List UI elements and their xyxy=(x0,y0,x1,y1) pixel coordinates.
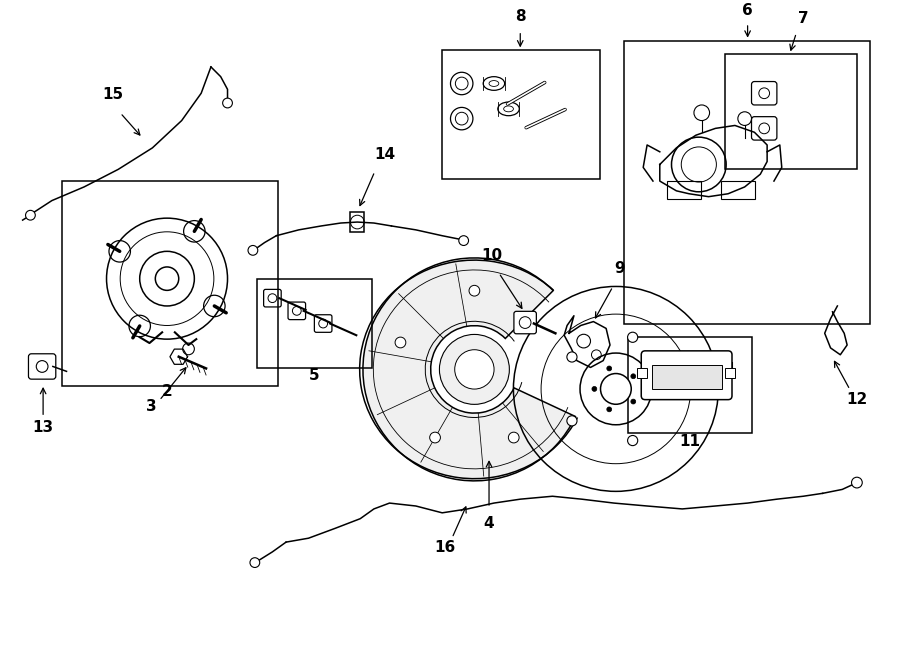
Bar xyxy=(256,279,372,368)
Text: 10: 10 xyxy=(482,248,502,263)
Circle shape xyxy=(429,432,440,443)
Text: 4: 4 xyxy=(483,516,494,531)
Bar xyxy=(61,181,278,386)
Circle shape xyxy=(607,366,612,371)
Text: 12: 12 xyxy=(846,391,868,407)
Circle shape xyxy=(250,558,260,568)
Bar xyxy=(624,40,869,323)
Bar xyxy=(652,364,722,389)
Bar xyxy=(627,337,752,433)
Polygon shape xyxy=(660,126,767,197)
Text: 6: 6 xyxy=(742,3,753,19)
Polygon shape xyxy=(170,349,187,364)
Bar xyxy=(725,368,735,378)
Circle shape xyxy=(25,210,35,220)
Text: 9: 9 xyxy=(615,261,626,276)
Text: 11: 11 xyxy=(680,434,700,449)
Circle shape xyxy=(439,334,509,405)
Circle shape xyxy=(851,477,862,488)
Text: 16: 16 xyxy=(435,540,455,555)
Wedge shape xyxy=(363,258,575,481)
Bar xyxy=(721,181,755,199)
Text: 2: 2 xyxy=(162,384,173,399)
Text: 1: 1 xyxy=(725,362,736,377)
Polygon shape xyxy=(564,316,610,368)
FancyBboxPatch shape xyxy=(514,311,536,334)
Circle shape xyxy=(665,384,675,394)
Circle shape xyxy=(469,286,480,296)
Text: 5: 5 xyxy=(309,368,320,383)
Text: 15: 15 xyxy=(103,87,124,102)
Bar xyxy=(442,50,600,179)
Circle shape xyxy=(567,416,577,426)
Circle shape xyxy=(508,432,519,443)
Circle shape xyxy=(627,436,638,446)
Text: 8: 8 xyxy=(515,9,526,24)
Bar xyxy=(725,54,857,169)
Circle shape xyxy=(454,350,494,389)
Circle shape xyxy=(395,337,406,348)
Circle shape xyxy=(156,267,179,290)
Circle shape xyxy=(600,373,631,405)
Circle shape xyxy=(567,352,577,362)
Text: 13: 13 xyxy=(32,420,54,435)
FancyBboxPatch shape xyxy=(642,351,732,400)
Circle shape xyxy=(592,387,597,391)
Circle shape xyxy=(631,399,635,404)
Circle shape xyxy=(607,407,612,412)
Circle shape xyxy=(248,245,257,255)
Bar xyxy=(350,212,365,232)
Circle shape xyxy=(627,332,638,342)
Bar xyxy=(637,368,647,378)
Circle shape xyxy=(222,98,232,108)
Text: 7: 7 xyxy=(798,11,808,26)
Bar xyxy=(667,181,701,199)
Text: 3: 3 xyxy=(146,399,157,414)
Circle shape xyxy=(459,236,469,245)
Text: 14: 14 xyxy=(374,147,395,162)
Circle shape xyxy=(631,374,635,379)
